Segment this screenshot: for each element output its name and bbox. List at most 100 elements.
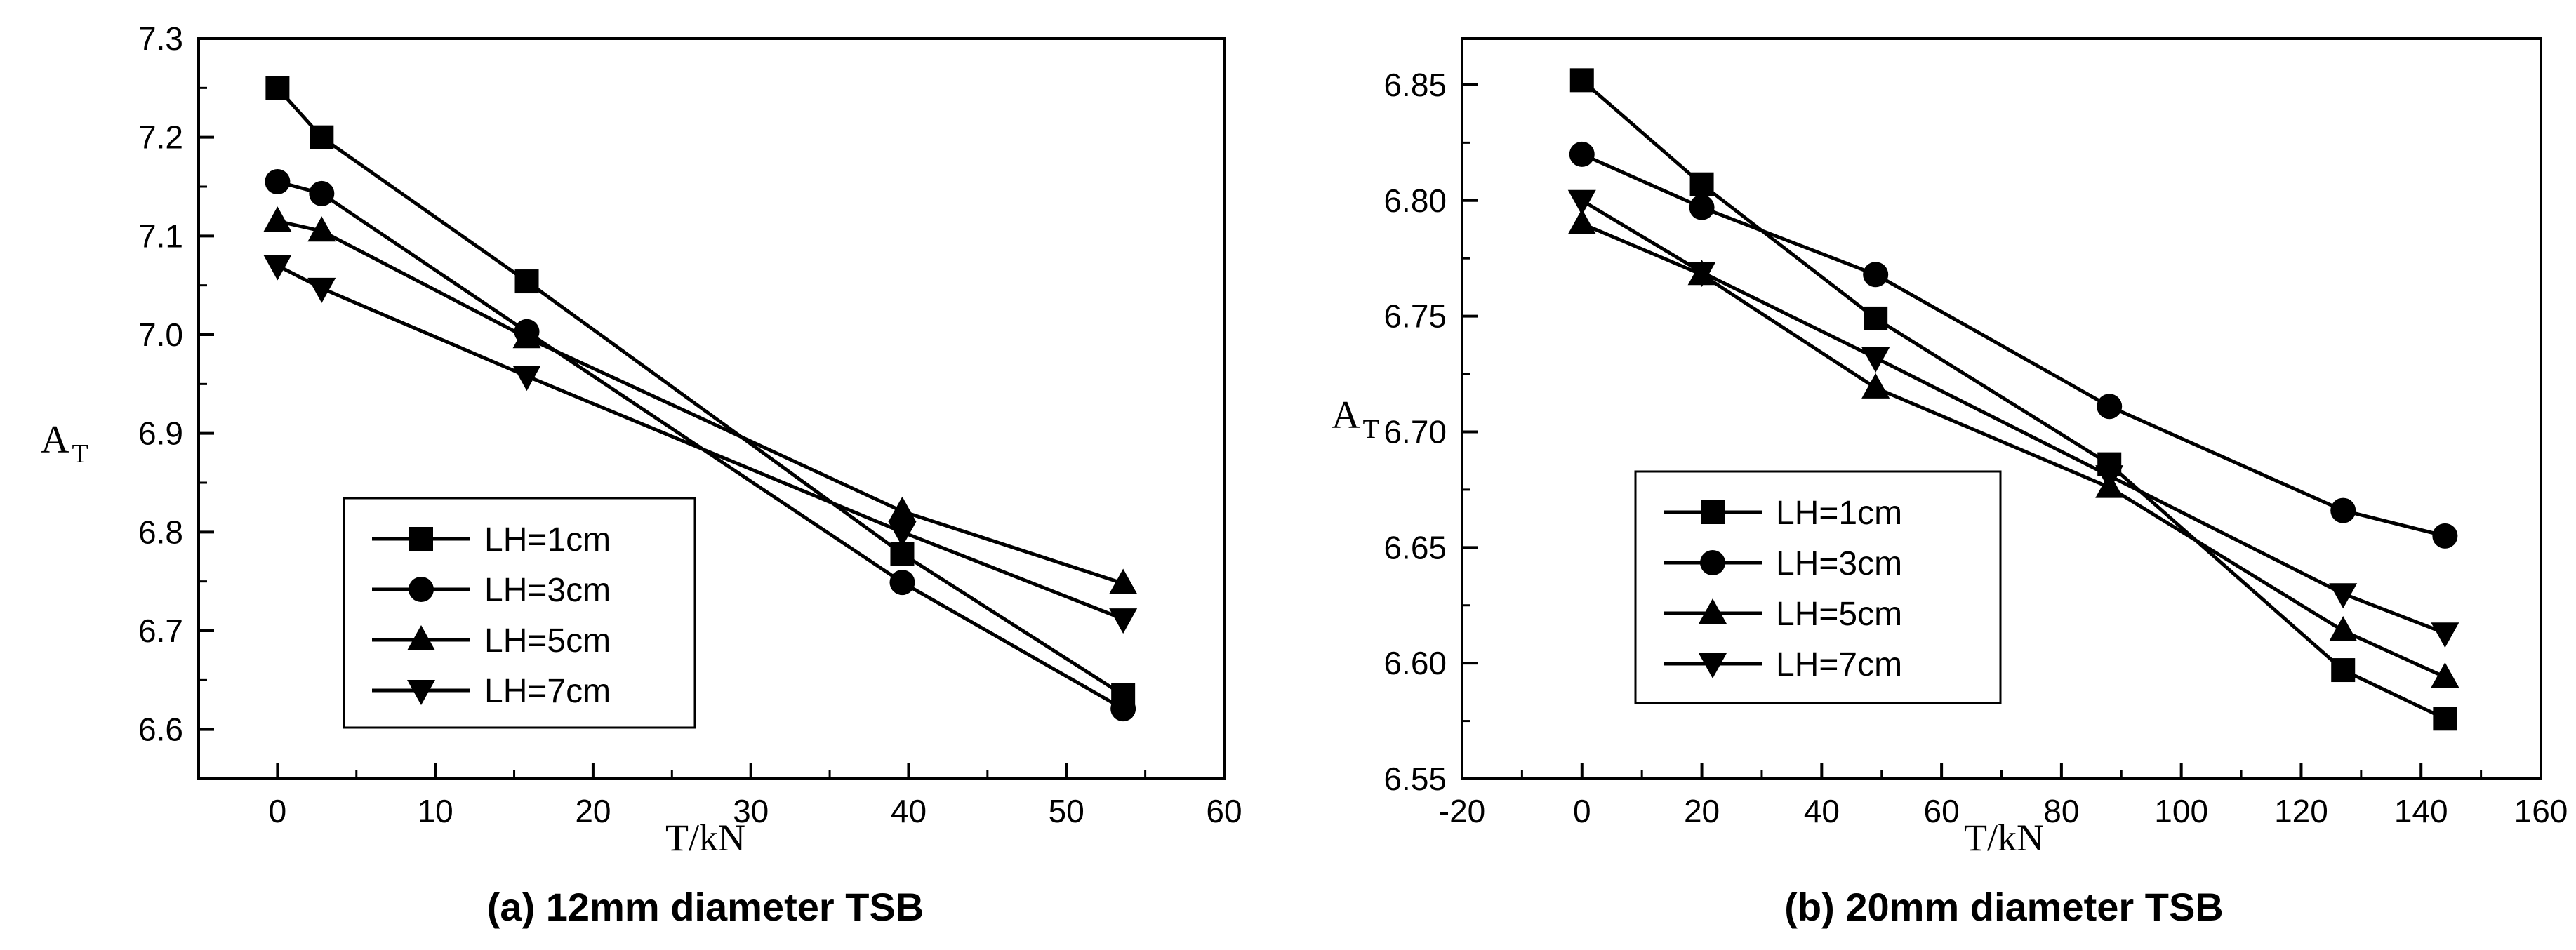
data-point <box>1567 208 1596 234</box>
y-tick-label: 6.60 <box>1383 645 1447 681</box>
legend-item: LH=3cm <box>1664 545 1902 582</box>
legend-item: LH=5cm <box>372 622 611 660</box>
y-tick-label: 7.0 <box>138 316 183 353</box>
legend-item: LH=1cm <box>372 521 611 558</box>
data-point <box>1110 696 1136 722</box>
legend-item: LH=5cm <box>1664 596 1902 633</box>
y-tick-label: 6.65 <box>1383 529 1447 566</box>
chart-panel-b: -20 0 20 40 60 80 100 120 140 160 6.55 6.60 6.65 6.70… <box>1332 37 2568 929</box>
data-point <box>1569 68 1594 93</box>
chart-panel-a: 0 10 20 30 40 50 60 6.6 6.7 6.8 6.9 7.0 7.1 7.2 7.3 T/k… <box>41 20 1242 929</box>
legend-label: LH=7cm <box>484 673 611 710</box>
data-point <box>1861 373 1890 399</box>
series-line <box>1581 199 2446 635</box>
legend: LH=1cm LH=3cm LH=5cm LH=7cm <box>1634 470 2002 704</box>
data-point <box>1687 261 1716 287</box>
x-tick-label: 50 <box>1049 793 1084 829</box>
data-point <box>309 180 335 206</box>
data-point <box>2329 583 2358 609</box>
series-lh-7cm <box>263 255 1138 634</box>
x-tick-label: 100 <box>2154 793 2208 829</box>
x-axis-label: T/kN <box>665 817 745 859</box>
legend-label: LH=3cm <box>1776 545 1902 582</box>
y-tick-label: 7.3 <box>138 20 183 57</box>
x-tick-label: 160 <box>2514 793 2568 829</box>
x-tick-label: 20 <box>575 793 611 829</box>
data-point <box>263 206 292 232</box>
x-tick-label: 40 <box>1804 793 1840 829</box>
legend-item: LH=1cm <box>1664 495 1902 532</box>
legend-label: LH=5cm <box>484 622 611 660</box>
data-point <box>2329 616 2358 641</box>
chart-caption: (a) 12mm diameter TSB <box>487 885 924 929</box>
data-point <box>2095 465 2124 491</box>
series-line <box>1581 222 2446 679</box>
data-point <box>307 277 336 303</box>
x-tick-label: 40 <box>891 793 927 829</box>
data-point <box>1109 568 1138 594</box>
y-axis-label-subscript: T <box>1362 415 1379 444</box>
y-axis-label-subscript: T <box>72 439 88 469</box>
data-point <box>2431 622 2459 648</box>
data-point <box>1861 347 1890 373</box>
x-tick-label: 30 <box>733 793 769 829</box>
data-point <box>263 255 292 281</box>
legend-marker <box>1700 550 1725 575</box>
data-point <box>1689 172 1714 196</box>
y-tick-label: 6.75 <box>1383 298 1447 335</box>
legend-marker <box>409 527 433 551</box>
legend-marker <box>1699 653 1727 678</box>
y-tick-label: 7.1 <box>138 218 183 254</box>
x-tick-label: -20 <box>1439 793 1485 829</box>
data-point <box>2431 662 2459 688</box>
x-tick-label: 0 <box>1573 793 1591 829</box>
legend-label: LH=7cm <box>1776 646 1902 683</box>
data-point <box>1109 608 1138 634</box>
data-point <box>888 521 917 547</box>
legend-marker <box>1701 500 1725 524</box>
legend-label: LH=3cm <box>484 572 611 609</box>
chart-caption: (b) 20mm diameter TSB <box>1784 885 2224 929</box>
legend-marker <box>1699 598 1727 624</box>
y-tick-label: 6.70 <box>1383 413 1447 450</box>
legend-item: LH=7cm <box>1664 646 1902 683</box>
data-point <box>512 323 541 349</box>
data-point <box>307 216 336 242</box>
series-lh-5cm <box>263 206 1138 594</box>
data-point <box>1689 194 1715 220</box>
data-point <box>512 366 541 392</box>
y-tick-label: 6.7 <box>138 613 183 649</box>
series-lh-1cm <box>265 76 1136 707</box>
data-point <box>2433 707 2457 731</box>
data-point <box>1863 262 1889 288</box>
x-tick-label: 10 <box>418 793 453 829</box>
x-tick-label: 60 <box>1924 793 1960 829</box>
x-tick-label: 20 <box>1684 793 1720 829</box>
legend: LH=1cm LH=3cm LH=5cm LH=7cm <box>343 497 696 729</box>
data-point <box>2331 658 2356 683</box>
y-tick-label: 6.80 <box>1383 182 1447 219</box>
data-point <box>310 125 334 149</box>
x-tick-label: 80 <box>2043 793 2079 829</box>
legend-marker <box>409 577 434 602</box>
legend-item: LH=3cm <box>372 572 611 609</box>
data-point <box>2432 523 2458 549</box>
data-point <box>265 168 291 194</box>
legend-label: LH=1cm <box>484 521 611 558</box>
legend-item: LH=7cm <box>372 673 611 710</box>
data-point <box>2097 394 2123 420</box>
x-tick-label: 120 <box>2274 793 2328 829</box>
x-tick-label: 60 <box>1206 793 1242 829</box>
data-point <box>1569 141 1595 167</box>
series-line <box>1581 79 2446 721</box>
y-tick-label: 6.6 <box>138 711 183 748</box>
data-point <box>2330 497 2356 523</box>
y-tick-label: 7.2 <box>138 119 183 156</box>
series-lh-7cm <box>1567 189 2459 648</box>
legend-marker <box>407 625 435 650</box>
data-point <box>514 269 539 294</box>
legend-label: LH=5cm <box>1776 596 1902 633</box>
